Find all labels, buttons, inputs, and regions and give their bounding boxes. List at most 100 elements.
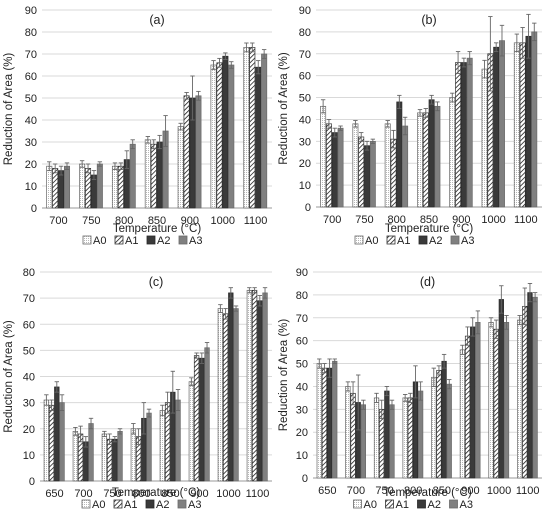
y-tick-label: 0	[31, 203, 37, 215]
bar-a0	[46, 165, 53, 209]
bar-a1	[183, 95, 190, 209]
bar-a2	[156, 141, 163, 209]
x-tick-label: 1100	[514, 214, 538, 226]
legend-swatch	[386, 235, 396, 245]
panel-label: (c)	[149, 275, 164, 289]
y-tick-label: 70	[296, 313, 308, 325]
bar-a0	[459, 349, 466, 479]
x-tick-label: 1000	[481, 214, 505, 226]
bar-a0	[316, 363, 322, 479]
legend-label: A0	[93, 235, 106, 247]
bar-a0	[345, 386, 351, 479]
bar-a1	[85, 168, 92, 209]
x-tick-label: 750	[82, 215, 100, 227]
bar-a2	[326, 367, 333, 479]
legend-swatch	[82, 235, 92, 245]
panel-label: (d)	[420, 275, 435, 289]
x-tick-label: 650	[318, 485, 336, 497]
y-tick-label: 40	[296, 381, 308, 393]
bar-a3	[332, 360, 338, 479]
bar-a3	[233, 308, 239, 482]
legend-swatch	[177, 499, 187, 509]
y-tick-label: 80	[23, 267, 35, 279]
legend-swatch	[450, 235, 460, 245]
bar-a0	[384, 123, 391, 208]
x-tick-label: 900	[181, 215, 199, 227]
y-tick-label: 70	[25, 49, 37, 61]
bar-a0	[79, 163, 86, 209]
y-tick-label: 60	[296, 336, 308, 348]
x-tick-label: 800	[388, 214, 406, 226]
y-tick-label: 20	[296, 427, 308, 439]
bar-a0	[101, 433, 108, 482]
bar-a1	[251, 289, 258, 482]
x-tick-label: 1000	[210, 215, 234, 227]
legend-label: A1	[124, 499, 137, 511]
legend-swatch	[114, 235, 124, 245]
legend-label: A3	[188, 499, 201, 511]
bar-a3	[261, 53, 268, 209]
y-tick-label: 50	[23, 345, 35, 357]
x-tick-label: 800	[404, 485, 422, 497]
bar-a1	[407, 397, 413, 479]
legend-swatch	[146, 235, 156, 245]
x-tick-label: 700	[347, 485, 365, 497]
bar-a2	[199, 357, 205, 482]
bar-a0	[402, 397, 408, 479]
bar-a2	[498, 299, 504, 479]
bar-a2	[493, 46, 500, 208]
bar-a1	[350, 392, 356, 479]
legend-label: A3	[460, 499, 473, 511]
x-axis-title: Temperature (°C)	[113, 223, 201, 235]
bar-a3	[88, 423, 94, 482]
x-axis-title: Temperature (°C)	[112, 487, 200, 499]
bar-a1	[436, 370, 442, 479]
x-tick-label: 800	[115, 215, 133, 227]
y-tick-label: 70	[299, 49, 311, 61]
bar-a2	[58, 170, 65, 209]
legend-swatch	[417, 499, 426, 509]
x-tick-label: 900	[190, 488, 208, 500]
legend-swatch	[178, 235, 188, 245]
y-tick-label: 20	[23, 424, 35, 436]
bar-a3	[446, 383, 452, 479]
bar-a0	[177, 126, 184, 209]
bar-a1	[390, 138, 397, 208]
bar-a2	[255, 66, 262, 209]
bar-a1	[193, 355, 200, 482]
legend: A0 A1 A2 A3	[82, 235, 202, 247]
bar-a3	[503, 322, 510, 479]
legend-swatch	[354, 235, 364, 245]
y-tick-label: 90	[299, 5, 311, 17]
legend-label: A2	[157, 235, 170, 247]
bar-a2	[112, 438, 118, 482]
x-axis-title: Temperature (°C)	[383, 487, 471, 499]
bar-a1	[164, 402, 171, 482]
bar-a0	[217, 308, 224, 482]
bar-a1	[358, 136, 365, 208]
y-tick-label: 80	[299, 27, 311, 39]
bar-a3	[417, 390, 424, 479]
y-axis-title: Reduction of Area (%)	[3, 320, 15, 433]
y-tick-label: 70	[23, 293, 35, 305]
bar-a3	[228, 64, 235, 209]
y-tick-label: 80	[296, 290, 308, 302]
y-tick-label: 0	[29, 476, 35, 488]
bar-a2	[331, 132, 338, 208]
y-tick-label: 80	[25, 27, 37, 39]
y-tick-label: 60	[25, 71, 37, 83]
bar-a3	[129, 143, 136, 209]
bar-a0	[320, 105, 327, 208]
bar-a1	[321, 367, 328, 479]
panel-label: (b)	[421, 13, 436, 27]
y-tick-label: 50	[25, 93, 37, 105]
bar-a3	[175, 399, 181, 482]
bar-a1	[455, 62, 462, 208]
y-tick-label: 0	[302, 473, 308, 485]
y-tick-label: 10	[25, 181, 37, 193]
legend-swatch	[418, 235, 428, 245]
bar-a3	[389, 404, 395, 479]
bar-a2	[54, 386, 60, 482]
chart-panel: 0 10 20 30 40 50 60 70 80 650 700 750 800 850 900 1000 1…	[3, 267, 272, 511]
